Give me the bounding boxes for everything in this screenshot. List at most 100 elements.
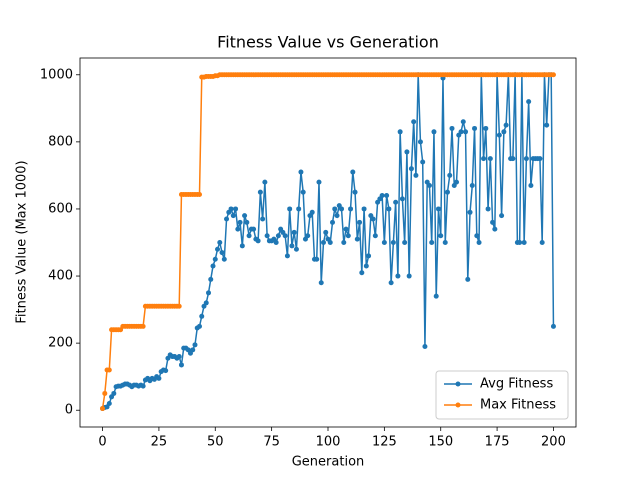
point	[330, 219, 336, 225]
legend-marker	[455, 381, 461, 387]
point	[210, 263, 216, 269]
point	[255, 238, 261, 244]
point	[237, 219, 243, 225]
point	[550, 72, 556, 78]
point	[381, 240, 387, 245]
point	[544, 122, 550, 128]
point	[343, 226, 349, 232]
x-tick-label: 150	[428, 435, 453, 450]
point	[510, 156, 516, 162]
point	[395, 273, 401, 279]
point	[239, 243, 245, 249]
point	[305, 233, 311, 239]
point	[219, 250, 225, 256]
x-tick-label: 75	[263, 435, 280, 450]
legend-marker	[455, 402, 461, 408]
point	[293, 246, 299, 252]
point	[289, 243, 295, 249]
point	[106, 367, 112, 373]
point	[388, 280, 394, 286]
point	[246, 233, 252, 239]
point	[242, 213, 248, 219]
point	[106, 401, 112, 407]
point	[406, 273, 412, 279]
point	[408, 166, 414, 172]
point	[503, 122, 509, 128]
point	[327, 240, 333, 245]
point	[257, 189, 263, 195]
point	[354, 236, 360, 242]
point	[366, 253, 372, 259]
point	[463, 129, 469, 135]
y-tick-label: 400	[48, 269, 73, 284]
point	[156, 375, 162, 381]
point	[235, 226, 241, 232]
point	[460, 119, 466, 125]
point	[386, 206, 392, 212]
y-tick-label: 200	[48, 336, 73, 351]
point	[284, 253, 290, 259]
point	[413, 172, 419, 178]
point	[176, 303, 182, 309]
point	[215, 246, 221, 252]
point	[433, 293, 439, 299]
point	[196, 192, 202, 198]
point	[458, 129, 464, 135]
point	[361, 206, 367, 212]
point	[291, 229, 297, 235]
point	[404, 149, 410, 155]
x-tick-label: 175	[485, 435, 510, 450]
point	[417, 139, 423, 145]
point	[260, 216, 266, 222]
point	[190, 347, 196, 353]
point	[539, 240, 545, 245]
point	[100, 406, 106, 412]
point	[496, 132, 502, 138]
point	[429, 240, 435, 245]
point	[212, 256, 218, 262]
point	[422, 343, 428, 349]
legend-box	[435, 370, 569, 420]
point	[196, 323, 202, 329]
point	[332, 206, 338, 212]
point	[318, 280, 324, 286]
y-axis-label: Fitness Value (Max 1000)	[15, 160, 30, 323]
point	[192, 342, 198, 348]
point	[264, 233, 270, 239]
x-tick-label: 25	[151, 435, 168, 450]
point	[472, 125, 478, 131]
point	[517, 240, 523, 245]
chart-title: Fitness Value vs Generation	[217, 33, 439, 52]
point	[140, 323, 146, 329]
y-tick-label: 1000	[40, 67, 73, 82]
point	[402, 240, 408, 245]
point	[282, 233, 288, 239]
point	[345, 233, 351, 239]
point	[199, 313, 205, 319]
point	[217, 240, 223, 245]
point	[350, 169, 356, 175]
x-tick-label: 50	[207, 435, 224, 450]
point	[320, 240, 326, 245]
point	[203, 300, 209, 306]
point	[221, 256, 227, 262]
point	[341, 240, 347, 245]
point	[537, 156, 543, 162]
point	[352, 189, 358, 195]
series	[100, 72, 556, 412]
point	[528, 182, 534, 188]
point	[334, 213, 340, 219]
point	[454, 179, 460, 185]
point	[323, 229, 329, 235]
point	[469, 182, 475, 188]
point	[442, 240, 448, 245]
point	[339, 206, 345, 212]
point	[224, 216, 230, 222]
y-tick-label: 800	[48, 134, 73, 149]
point	[485, 206, 491, 212]
point	[102, 390, 108, 396]
point	[526, 99, 532, 105]
point	[435, 206, 441, 212]
point	[474, 233, 480, 239]
point	[251, 226, 257, 232]
